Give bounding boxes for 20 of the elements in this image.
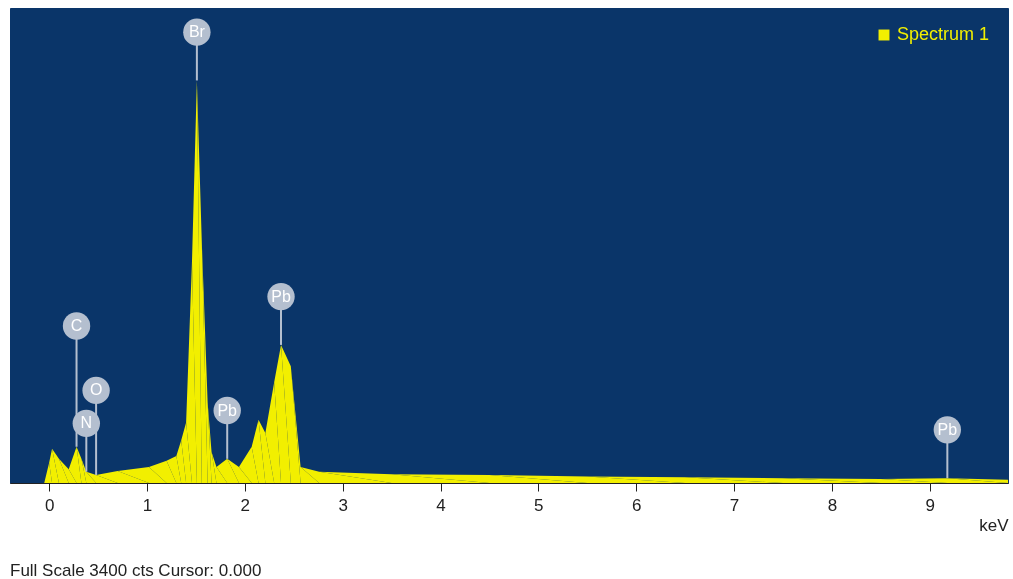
x-tick-label: 6 — [631, 495, 642, 515]
annotation: Pb — [937, 420, 958, 438]
annotation: Br — [188, 23, 206, 41]
x-tick-label: 5 — [534, 495, 544, 515]
legend-label: Spectrum 1 — [897, 24, 990, 44]
x-axis-title: keV — [979, 515, 1010, 535]
annotation: Pb — [271, 287, 291, 305]
x-tick-label: 7 — [729, 495, 740, 515]
annotation: N — [80, 414, 93, 432]
x-tick-label: 1 — [142, 495, 153, 515]
annotation: C — [70, 317, 83, 335]
x-tick-label: 0 — [44, 495, 55, 515]
x-tick-label: 8 — [827, 495, 838, 515]
x-tick-label: 2 — [240, 495, 251, 515]
x-tick-label: 4 — [436, 495, 446, 515]
annotation: O — [89, 381, 103, 399]
x-tick-label: 3 — [338, 495, 348, 515]
annotation: Pb — [217, 401, 238, 419]
text: Full Scale 3400 cts Cursor: 0.000 — [10, 561, 262, 579]
x-tick-label: 9 — [925, 495, 935, 515]
